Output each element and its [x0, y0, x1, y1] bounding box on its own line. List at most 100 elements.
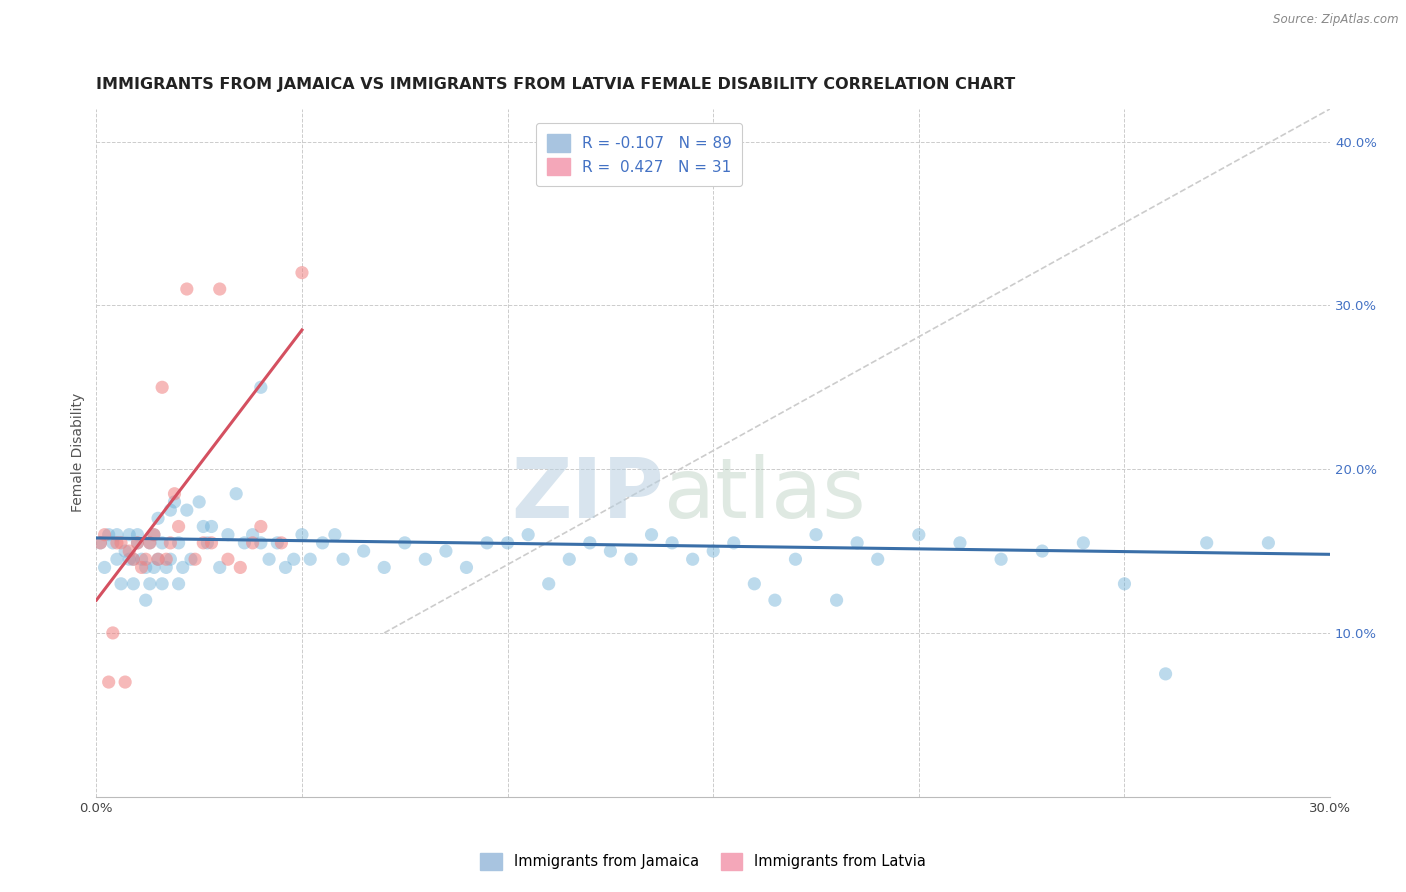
Point — [131, 560, 153, 574]
Point — [114, 675, 136, 690]
Point — [118, 527, 141, 541]
Point — [763, 593, 786, 607]
Point — [353, 544, 375, 558]
Point — [101, 536, 124, 550]
Point — [122, 576, 145, 591]
Point — [394, 536, 416, 550]
Point — [475, 536, 498, 550]
Point — [1031, 544, 1053, 558]
Point — [193, 519, 215, 533]
Text: atlas: atlas — [664, 453, 866, 534]
Point — [270, 536, 292, 550]
Point — [846, 536, 869, 550]
Point — [197, 536, 219, 550]
Text: ZIP: ZIP — [512, 453, 664, 534]
Point — [208, 560, 231, 574]
Point — [127, 536, 149, 550]
Point — [599, 544, 621, 558]
Point — [242, 527, 264, 541]
Point — [266, 536, 288, 550]
Point — [208, 282, 231, 296]
Point — [949, 536, 972, 550]
Point — [217, 552, 239, 566]
Point — [93, 560, 115, 574]
Point — [990, 552, 1012, 566]
Point — [200, 536, 222, 550]
Point — [159, 503, 181, 517]
Point — [866, 552, 889, 566]
Point — [825, 593, 848, 607]
Point — [537, 576, 560, 591]
Point — [579, 536, 602, 550]
Point — [139, 536, 162, 550]
Point — [105, 527, 128, 541]
Point — [131, 552, 153, 566]
Point — [274, 560, 297, 574]
Point — [167, 576, 190, 591]
Point — [105, 552, 128, 566]
Point — [517, 527, 540, 541]
Point — [558, 552, 581, 566]
Point — [176, 282, 198, 296]
Point — [217, 527, 239, 541]
Point — [89, 536, 111, 550]
Point — [299, 552, 322, 566]
Point — [242, 536, 264, 550]
Point — [620, 552, 643, 566]
Text: Source: ZipAtlas.com: Source: ZipAtlas.com — [1274, 13, 1399, 27]
Point — [118, 552, 141, 566]
Point — [135, 560, 157, 574]
Point — [323, 527, 346, 541]
Point — [250, 380, 273, 394]
Point — [163, 487, 186, 501]
Text: IMMIGRANTS FROM JAMAICA VS IMMIGRANTS FROM LATVIA FEMALE DISABILITY CORRELATION : IMMIGRANTS FROM JAMAICA VS IMMIGRANTS FR… — [97, 78, 1015, 93]
Point — [150, 536, 173, 550]
Point — [139, 536, 162, 550]
Point — [122, 552, 145, 566]
Legend: R = -0.107   N = 89, R =  0.427   N = 31: R = -0.107 N = 89, R = 0.427 N = 31 — [536, 123, 742, 186]
Point — [97, 675, 120, 690]
Point — [456, 560, 478, 574]
Point — [415, 552, 437, 566]
Point — [97, 527, 120, 541]
Point — [167, 519, 190, 533]
Point — [682, 552, 704, 566]
Point — [105, 536, 128, 550]
Point — [146, 511, 169, 525]
Point — [908, 527, 931, 541]
Point — [167, 536, 190, 550]
Point — [142, 527, 165, 541]
Point — [122, 552, 145, 566]
Point — [139, 576, 162, 591]
Point — [283, 552, 305, 566]
Point — [176, 503, 198, 517]
Point — [373, 560, 395, 574]
Point — [150, 576, 173, 591]
Point — [135, 552, 157, 566]
Point — [332, 552, 354, 566]
Point — [229, 560, 252, 574]
Point — [233, 536, 256, 550]
Point — [250, 536, 273, 550]
Point — [804, 527, 827, 541]
Point — [640, 527, 662, 541]
Point — [1073, 536, 1095, 550]
Point — [159, 552, 181, 566]
Point — [723, 536, 745, 550]
Point — [155, 560, 177, 574]
Point — [146, 552, 169, 566]
Point — [291, 266, 314, 280]
Point — [257, 552, 280, 566]
Point — [159, 536, 181, 550]
Point — [135, 593, 157, 607]
Point — [200, 519, 222, 533]
Point — [250, 519, 273, 533]
Y-axis label: Female Disability: Female Disability — [72, 393, 86, 512]
Point — [89, 536, 111, 550]
Point — [142, 560, 165, 574]
Point — [172, 560, 194, 574]
Point — [496, 536, 519, 550]
Point — [180, 552, 202, 566]
Legend: Immigrants from Jamaica, Immigrants from Latvia: Immigrants from Jamaica, Immigrants from… — [474, 847, 932, 876]
Point — [150, 380, 173, 394]
